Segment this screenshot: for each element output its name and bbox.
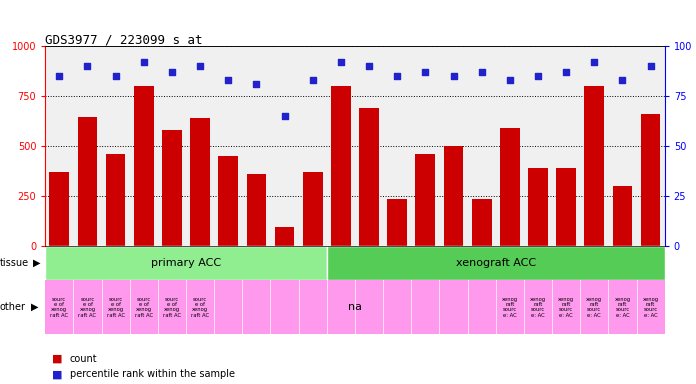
Bar xyxy=(327,246,665,280)
Text: ■: ■ xyxy=(52,354,63,364)
Bar xyxy=(359,108,379,246)
Point xyxy=(335,59,347,65)
Bar xyxy=(500,128,520,246)
Bar xyxy=(246,174,267,246)
Point xyxy=(645,63,656,69)
Point xyxy=(279,113,290,119)
Text: xenog
raft
sourc
e: AC: xenog raft sourc e: AC xyxy=(502,296,518,318)
Bar xyxy=(49,172,69,246)
Text: ▶: ▶ xyxy=(33,258,41,268)
Text: ■: ■ xyxy=(52,369,63,379)
Point xyxy=(560,69,571,75)
Bar xyxy=(331,86,351,246)
Text: ▶: ▶ xyxy=(31,302,38,312)
Point xyxy=(617,77,628,83)
Text: sourc
e of
xenog
raft AC: sourc e of xenog raft AC xyxy=(50,296,68,318)
Text: sourc
e of
xenog
raft AC: sourc e of xenog raft AC xyxy=(135,296,153,318)
Bar xyxy=(556,168,576,246)
Point xyxy=(166,69,177,75)
Point xyxy=(504,77,515,83)
Point xyxy=(476,69,487,75)
Text: xenog
raft
sourc
e: AC: xenog raft sourc e: AC xyxy=(530,296,546,318)
Bar xyxy=(134,86,154,246)
Point xyxy=(139,59,150,65)
Bar xyxy=(219,156,238,246)
Bar xyxy=(106,154,125,246)
Point xyxy=(110,73,121,79)
Bar xyxy=(528,168,548,246)
Text: na: na xyxy=(348,302,362,312)
Text: count: count xyxy=(70,354,97,364)
Text: other: other xyxy=(0,302,26,312)
Point xyxy=(589,59,600,65)
Point xyxy=(223,77,234,83)
Text: sourc
e of
xenog
raft AC: sourc e of xenog raft AC xyxy=(163,296,181,318)
Bar xyxy=(641,114,661,246)
Text: sourc
e of
xenog
raft AC: sourc e of xenog raft AC xyxy=(79,296,97,318)
Point xyxy=(420,69,431,75)
Point xyxy=(194,63,205,69)
Text: sourc
e of
xenog
raft AC: sourc e of xenog raft AC xyxy=(191,296,209,318)
Bar xyxy=(472,199,491,246)
Bar xyxy=(585,86,604,246)
Bar xyxy=(45,246,327,280)
Text: tissue: tissue xyxy=(0,258,29,268)
Bar xyxy=(443,146,464,246)
Point xyxy=(54,73,65,79)
Point xyxy=(532,73,544,79)
Bar xyxy=(388,199,407,246)
Bar xyxy=(275,227,294,246)
Text: xenog
raft
sourc
e: AC: xenog raft sourc e: AC xyxy=(586,296,602,318)
Point xyxy=(392,73,403,79)
Text: xenograft ACC: xenograft ACC xyxy=(456,258,536,268)
Text: percentile rank within the sample: percentile rank within the sample xyxy=(70,369,235,379)
Point xyxy=(307,77,318,83)
Text: xenog
raft
sourc
e: AC: xenog raft sourc e: AC xyxy=(558,296,574,318)
Point xyxy=(251,81,262,87)
Bar xyxy=(190,118,210,246)
Point xyxy=(363,63,374,69)
Bar xyxy=(612,186,632,246)
Point xyxy=(82,63,93,69)
Bar xyxy=(416,154,435,246)
Bar xyxy=(162,130,182,246)
Text: sourc
e of
xenog
raft AC: sourc e of xenog raft AC xyxy=(106,296,125,318)
Text: GDS3977 / 223099_s_at: GDS3977 / 223099_s_at xyxy=(45,33,203,46)
Text: primary ACC: primary ACC xyxy=(151,258,221,268)
Point xyxy=(448,73,459,79)
Bar xyxy=(78,117,97,246)
Text: xenog
raft
sourc
e: AC: xenog raft sourc e: AC xyxy=(615,296,631,318)
Text: xenog
raft
sourc
e: AC: xenog raft sourc e: AC xyxy=(642,296,658,318)
Bar xyxy=(303,172,322,246)
